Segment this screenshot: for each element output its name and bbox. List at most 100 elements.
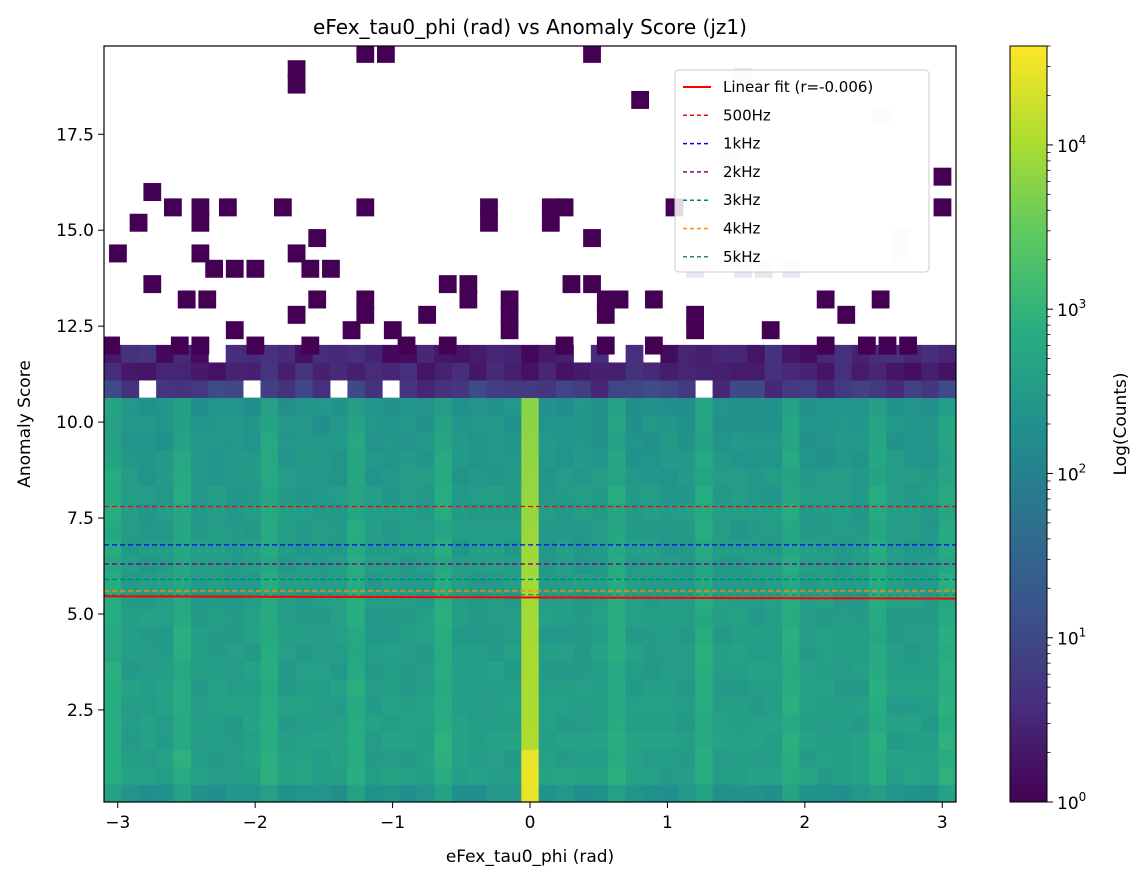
heatmap-cell — [104, 485, 122, 504]
heatmap-cell — [903, 485, 922, 504]
heatmap-cell — [190, 661, 209, 680]
heatmap-cell — [225, 520, 244, 539]
heatmap-cell — [834, 626, 853, 645]
heatmap-cell — [538, 591, 557, 610]
heatmap-cell — [173, 432, 192, 451]
heatmap-cell — [903, 415, 922, 434]
heatmap-cell — [434, 626, 453, 645]
heatmap-cell — [295, 362, 314, 381]
heatmap-cell — [747, 485, 766, 504]
heatmap-cell — [208, 485, 227, 504]
heatmap-cell — [451, 467, 470, 486]
heatmap-cell — [364, 503, 383, 522]
heatmap-cell — [660, 362, 679, 381]
heatmap-cell — [886, 766, 905, 785]
heatmap-cell — [347, 380, 366, 399]
heatmap-cell — [729, 749, 748, 768]
heatmap-cell — [660, 784, 679, 802]
heatmap-cell — [660, 661, 679, 680]
heatmap-cell — [503, 784, 522, 802]
heatmap-cell — [695, 766, 713, 785]
heatmap-cell — [538, 643, 557, 662]
heatmap-cell — [277, 626, 296, 645]
heatmap-cell — [521, 520, 540, 539]
heatmap-cell — [851, 573, 870, 592]
heatmap-cell — [834, 678, 853, 697]
heatmap-cell — [330, 626, 348, 645]
sparse-bin — [356, 290, 375, 309]
heatmap-cell — [660, 467, 679, 486]
heatmap-cell — [816, 520, 835, 539]
heatmap-cell — [938, 784, 956, 802]
heatmap-cell — [816, 555, 835, 574]
heatmap-cell — [625, 467, 644, 486]
heatmap-cell — [260, 626, 279, 645]
heatmap-cell — [416, 467, 435, 486]
heatmap-cell — [660, 538, 679, 557]
heatmap-cell — [295, 380, 314, 399]
heatmap-cell — [416, 362, 435, 381]
heatmap-cell — [225, 397, 244, 416]
heatmap-cell — [695, 450, 713, 469]
heatmap-cell — [156, 555, 174, 574]
heatmap-cell — [503, 344, 522, 363]
heatmap-cell — [556, 749, 574, 768]
heatmap-cell — [521, 503, 540, 522]
heatmap-cell — [573, 784, 592, 802]
heatmap-cell — [921, 362, 940, 381]
heatmap-cell — [243, 696, 261, 715]
sparse-bin — [596, 305, 615, 324]
heatmap-cell — [590, 380, 609, 399]
heatmap-cell — [799, 397, 818, 416]
heatmap-cell — [816, 643, 835, 662]
heatmap-cell — [729, 380, 748, 399]
sparse-bin — [555, 198, 574, 217]
heatmap-cell — [382, 538, 400, 557]
heatmap-cell — [695, 485, 713, 504]
heatmap-cell — [138, 344, 157, 363]
heatmap-cell — [869, 380, 887, 399]
heatmap-cell — [573, 538, 592, 557]
heatmap-cell — [243, 766, 261, 785]
heatmap-cell — [138, 415, 157, 434]
heatmap-cell — [834, 538, 853, 557]
heatmap-cell — [486, 432, 505, 451]
heatmap-cell — [938, 696, 956, 715]
heatmap-cell — [903, 450, 922, 469]
heatmap-cell — [660, 503, 679, 522]
heatmap-cell — [729, 731, 748, 750]
heatmap-cell — [469, 520, 487, 539]
heatmap-cell — [573, 450, 592, 469]
heatmap-cell — [295, 467, 314, 486]
heatmap-cell — [799, 573, 818, 592]
heatmap-cell — [747, 344, 766, 363]
heatmap-cell — [104, 784, 122, 802]
heatmap-cell — [469, 397, 487, 416]
heatmap-cell — [834, 397, 853, 416]
heatmap-cell — [816, 608, 835, 627]
heatmap-cell — [104, 678, 122, 697]
heatmap-cell — [556, 450, 574, 469]
heatmap-cell — [851, 503, 870, 522]
heatmap-cell — [416, 397, 435, 416]
x-tick-label: 1 — [662, 813, 673, 833]
heatmap-cell — [121, 749, 140, 768]
heatmap-cell — [747, 749, 766, 768]
heatmap-cell — [486, 784, 505, 802]
heatmap-cell — [486, 591, 505, 610]
heatmap-cell — [903, 538, 922, 557]
heatmap-cell — [747, 520, 766, 539]
heatmap-cell — [782, 766, 800, 785]
heatmap-cell — [816, 467, 835, 486]
heatmap-cell — [521, 485, 540, 504]
heatmap-cell — [521, 538, 540, 557]
heatmap-cell — [521, 766, 540, 785]
heatmap-cell — [347, 362, 366, 381]
heatmap-cell — [243, 643, 261, 662]
heatmap-cell — [451, 485, 470, 504]
heatmap-cell — [399, 397, 418, 416]
heatmap-cell — [469, 485, 487, 504]
heatmap-cell — [869, 784, 887, 802]
heatmap-cell — [903, 362, 922, 381]
heatmap-cell — [156, 696, 174, 715]
